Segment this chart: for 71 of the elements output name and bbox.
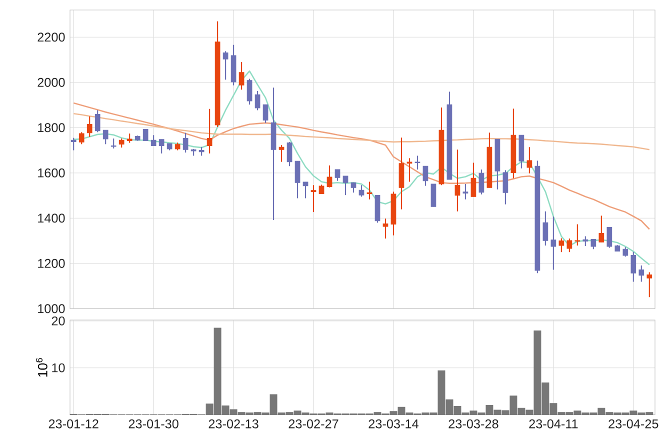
candlestick	[462, 183, 468, 200]
x-tick-label: 23-01-30	[128, 419, 178, 428]
y-tick-label: 1400	[38, 214, 65, 223]
candlestick	[294, 160, 300, 199]
y-tick-label: 1600	[38, 168, 65, 178]
candlestick	[502, 170, 508, 205]
candlestick	[254, 90, 260, 111]
y-tick-label: 10	[52, 363, 65, 372]
x-tick-label: 23-03-14	[368, 419, 418, 428]
candlestick	[78, 132, 84, 145]
y-tick-label: 1000	[38, 304, 65, 314]
candlestick	[70, 137, 76, 151]
candlestick	[542, 210, 548, 246]
candlestick	[590, 238, 596, 250]
candlestick	[558, 238, 564, 253]
candlestick	[158, 138, 164, 154]
candlestick	[622, 246, 628, 258]
candlestick	[222, 50, 228, 80]
candlestick	[326, 164, 332, 188]
candlestick	[118, 138, 124, 148]
candlestick	[302, 181, 308, 199]
x-tick-label: 23-02-27	[288, 419, 338, 428]
x-tick-label: 23-04-25	[608, 419, 658, 428]
candlestick	[566, 238, 572, 253]
candlestick	[350, 182, 356, 194]
candlestick	[262, 104, 268, 124]
candlestick	[422, 166, 428, 186]
candlestick	[102, 130, 108, 145]
candlestick	[246, 78, 252, 106]
x-tick-label: 23-01-12	[48, 419, 98, 428]
candlestick	[638, 264, 644, 282]
candlestick	[150, 134, 156, 146]
candlestick	[358, 184, 364, 198]
candlestick	[286, 141, 292, 167]
x-tick-label: 23-03-28	[448, 419, 498, 428]
candlestick	[86, 116, 92, 138]
candlestick	[630, 251, 636, 282]
candlestick	[126, 133, 132, 144]
candlestick	[318, 184, 324, 194]
candlestick	[182, 132, 188, 154]
candlestick	[206, 108, 212, 154]
y-tick-label: 2000	[38, 78, 65, 87]
candlestick	[238, 62, 244, 90]
y-axis-title: 10$^{6}$	[36, 358, 48, 377]
x-tick-label: 23-02-13	[208, 419, 258, 428]
candlestick	[110, 138, 116, 150]
x-tick-label: 23-04-11	[529, 419, 578, 428]
candlestick	[310, 184, 316, 213]
candlestick	[550, 216, 556, 270]
candlestick	[142, 128, 148, 142]
candlestick	[278, 144, 284, 162]
candlestick	[646, 272, 652, 298]
candlestick	[598, 215, 604, 243]
candlestick	[334, 168, 340, 182]
candlestick	[414, 155, 420, 170]
candlestick	[454, 149, 460, 212]
candlestick	[526, 146, 532, 174]
candlestick	[478, 168, 484, 195]
candlestick	[470, 162, 476, 198]
candlestick	[382, 218, 388, 240]
candlestick	[606, 226, 612, 248]
candlestick	[342, 176, 348, 196]
y-tick-label: 1800	[38, 123, 65, 132]
candlestick	[430, 183, 436, 208]
y-tick-label: 20	[52, 316, 65, 326]
candlestick	[582, 236, 588, 247]
y-tick-label: 2200	[38, 32, 65, 42]
y-tick-label: 1200	[38, 258, 65, 268]
candlestick	[574, 224, 580, 246]
candlestick	[406, 158, 412, 182]
candlestick	[94, 110, 100, 133]
